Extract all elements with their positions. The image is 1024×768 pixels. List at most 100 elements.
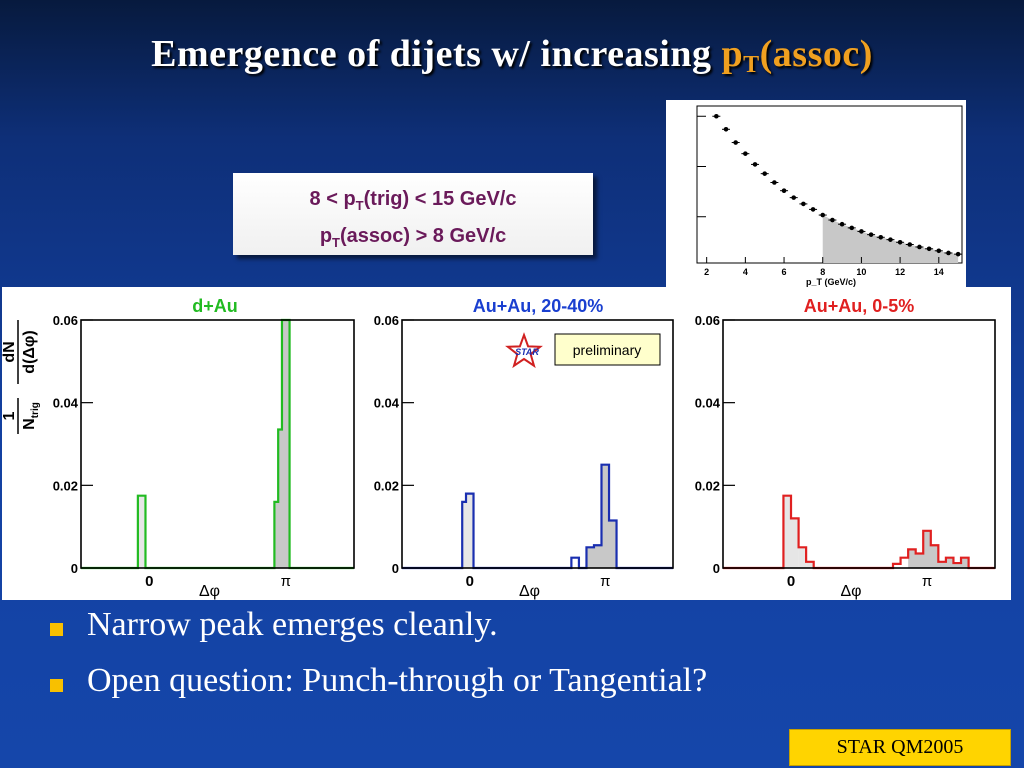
spectrum-x-tick-label: 4 <box>743 267 748 277</box>
slide-title: Emergence of dijets w/ increasing pT(ass… <box>0 32 1024 79</box>
spectrum-point <box>955 251 961 257</box>
near-side-bin-fill <box>791 518 799 568</box>
bullet-text: Narrow peak emerges cleanly. <box>87 606 498 643</box>
y-tick-label: 0.04 <box>53 396 79 411</box>
spectrum-point <box>839 221 845 227</box>
x-tick-label-pi: π <box>922 573 932 590</box>
panel-frame <box>401 319 674 569</box>
spectrum-point <box>849 225 855 231</box>
trig-cut-label: 8 < pT(trig) < 15 GeV/c <box>233 188 593 213</box>
y-tick-label: 0.06 <box>374 313 399 328</box>
spectrum-shaded-region <box>822 215 959 263</box>
spectrum-x-axis-label: p_T (GeV/c) <box>806 277 856 287</box>
spectrum-point <box>801 201 806 207</box>
x-axis-label: Δφ <box>519 583 540 600</box>
spectrum-point <box>859 229 864 234</box>
x-tick-label-pi: π <box>600 573 610 590</box>
assoc-cut-sub: T <box>332 235 340 250</box>
histogram-series-line <box>723 494 995 570</box>
spectrum-x-tick-label: 2 <box>704 267 709 277</box>
y-label-ddphi: d(Δφ) <box>21 330 38 373</box>
away-side-shaded-region <box>274 320 290 568</box>
bullet-text: Open question: Punch-through or Tangenti… <box>87 662 708 699</box>
near-side-bin-fill <box>462 501 467 568</box>
spectrum-point <box>907 242 913 247</box>
spectrum-point <box>888 237 893 242</box>
y-tick-label: 0.04 <box>374 396 400 411</box>
spectrum-point <box>820 212 826 218</box>
x-axis-label: Δφ <box>840 583 861 600</box>
footer-label: STAR QM2005 <box>789 729 1011 766</box>
y-tick-label: 0.04 <box>695 396 721 411</box>
bullet-square-icon <box>50 679 63 692</box>
y-label-one: 1 <box>2 411 18 420</box>
title-sub: T <box>743 52 760 78</box>
x-tick-label-zero: 0 <box>787 573 795 590</box>
spectrum-point <box>946 250 951 256</box>
histogram-series-line <box>402 463 673 570</box>
spectrum-point <box>714 113 719 119</box>
title-text: Emergence of dijets w/ increasing <box>151 33 712 75</box>
preliminary-label: preliminary <box>573 342 641 358</box>
x-tick-label-pi: π <box>281 573 291 590</box>
pt-spectrum-inset: 2 4 6 8 10 12 14 p_T (GeV/c) <box>666 100 966 288</box>
x-axis-label: Δφ <box>199 583 220 600</box>
near-side-bin-fill <box>137 495 146 568</box>
y-tick-label: 0 <box>713 561 720 576</box>
spectrum-point <box>917 244 922 250</box>
spectrum-point <box>926 246 932 252</box>
assoc-cut-suffix: (assoc) > 8 GeV/c <box>339 225 507 247</box>
spectrum-point <box>897 239 903 245</box>
title-assoc: (assoc) <box>759 33 873 75</box>
pt-spectrum-chart: 2 4 6 8 10 12 14 p_T (GeV/c) <box>696 105 963 287</box>
panel-title: Au+Au, 0-5% <box>804 296 915 316</box>
title-pt: p <box>721 33 744 75</box>
spectrum-x-tick-label: 6 <box>782 267 787 277</box>
panel-frame <box>722 319 996 569</box>
histogram-panel: Au+Au, 0-5% 0 0.02 0.04 0.06 0 π Δφ <box>695 296 996 600</box>
histogram-panel-strip: d+Au 0 0.02 0.04 0.06 0 π Δφ 1 Ntrig dN d(Δφ) Au+Au,… <box>1 287 1011 600</box>
spectrum-point <box>810 207 816 212</box>
near-side-bin-fill <box>783 495 792 568</box>
near-side-bin-fill <box>806 561 814 568</box>
spectrum-x-tick-label: 8 <box>820 267 825 277</box>
preliminary-badge <box>554 333 661 366</box>
spectrum-point <box>791 195 797 200</box>
spectrum-point <box>936 248 942 254</box>
trig-cut-suffix: (trig) < 15 GeV/c <box>363 188 517 210</box>
spectrum-x-tick-label: 12 <box>895 267 905 277</box>
spectrum-point <box>733 140 738 145</box>
spectrum-point <box>868 232 874 237</box>
histogram-series-line <box>81 318 354 570</box>
y-tick-label: 0.06 <box>53 313 78 328</box>
panel-title: Au+Au, 20-40% <box>473 296 604 316</box>
panel-title: d+Au <box>192 296 238 316</box>
y-tick-label: 0.02 <box>695 478 720 493</box>
x-tick-label-zero: 0 <box>466 573 474 590</box>
y-label-ntrig: Ntrig <box>21 402 41 430</box>
bullet-square-icon <box>50 623 63 636</box>
cut-condition-box: 8 < pT(trig) < 15 GeV/c pT(assoc) > 8 Ge… <box>233 173 593 255</box>
spectrum-point <box>743 151 748 156</box>
spectrum-point <box>752 162 758 167</box>
x-tick-label-zero: 0 <box>145 573 153 590</box>
star-logo-icon <box>505 332 543 369</box>
spectrum-point <box>878 234 884 240</box>
y-tick-label: 0.02 <box>53 478 78 493</box>
assoc-cut-label: pT(assoc) > 8 GeV/c <box>233 225 593 250</box>
spectrum-x-tick-label: 14 <box>934 267 944 277</box>
spectrum-x-tick-label: 10 <box>856 267 866 277</box>
near-side-bin-fill <box>466 493 474 568</box>
y-tick-label: 0 <box>392 561 399 576</box>
spectrum-point <box>762 171 768 176</box>
y-tick-label: 0 <box>71 561 78 576</box>
trig-cut-sub: T <box>355 198 364 213</box>
spectrum-point <box>723 126 729 132</box>
title-highlight: pT(assoc) <box>721 33 873 78</box>
star-logo-text: STAR <box>515 347 539 357</box>
near-side-bin-fill <box>798 547 807 568</box>
trig-cut-prefix: 8 < p <box>309 188 356 210</box>
spectrum-point <box>781 188 787 193</box>
